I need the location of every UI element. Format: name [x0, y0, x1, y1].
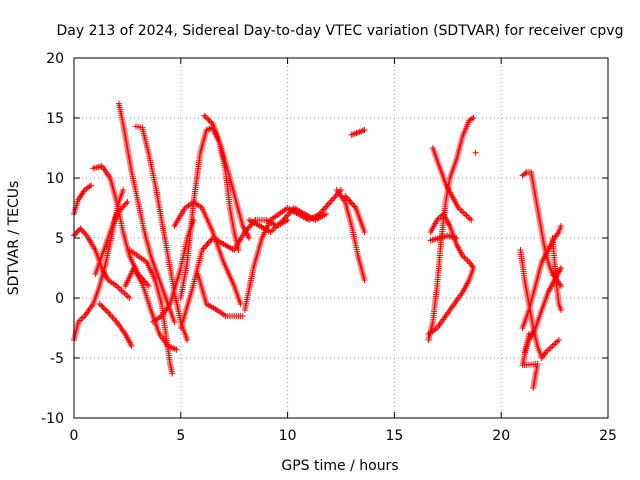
data-point: [96, 301, 103, 307]
data-point: [327, 199, 334, 205]
data-point: [126, 295, 133, 301]
data-point: [321, 205, 328, 211]
data-point: [128, 343, 135, 349]
y-tick-label: 0: [55, 291, 64, 307]
y-tick-label: 20: [46, 51, 64, 67]
data-point: [208, 119, 215, 126]
data-points: [71, 100, 565, 391]
data-point: [555, 337, 562, 343]
data-point: [144, 281, 151, 288]
chart-title: Day 213 of 2024, Sidereal Day-to-day VTE…: [57, 23, 624, 39]
y-tick-label: -10: [41, 411, 64, 427]
data-point: [361, 127, 368, 133]
plot-frame: [73, 57, 609, 419]
data-point: [468, 217, 475, 223]
gridlines: [74, 58, 608, 418]
data-point: [470, 265, 477, 271]
data-point: [246, 235, 253, 241]
data-point: [79, 228, 86, 235]
y-tick-label: 5: [55, 231, 64, 247]
data-point: [72, 231, 79, 238]
x-tick-label: 5: [176, 428, 185, 444]
data-point: [453, 235, 460, 241]
data-point: [103, 308, 110, 314]
data-point: [82, 231, 89, 238]
data-point: [558, 265, 565, 271]
data-point: [469, 115, 476, 122]
data-point: [522, 170, 529, 177]
x-axis-label: GPS time / hours: [281, 458, 398, 474]
data-point: [205, 239, 212, 246]
x-tick-label: 10: [279, 428, 297, 444]
data-point: [558, 223, 565, 229]
data-point: [201, 112, 208, 119]
data-point: [77, 225, 84, 232]
y-tick-label: 15: [46, 111, 64, 127]
x-tick-label: 25: [599, 428, 617, 444]
data-point: [350, 202, 357, 208]
data-point: [328, 197, 335, 204]
data-point: [173, 346, 180, 353]
data-point: [239, 313, 246, 319]
data-point: [120, 187, 127, 193]
data-point: [361, 229, 368, 235]
y-tick-label: -5: [50, 351, 64, 367]
data-point: [284, 212, 291, 219]
data-point: [525, 331, 532, 337]
data-point: [121, 202, 128, 208]
data-point: [145, 283, 152, 289]
data-point: [470, 115, 477, 121]
data-point: [202, 114, 209, 120]
data-point: [74, 228, 81, 235]
data-point: [237, 301, 244, 307]
data-point: [204, 241, 211, 247]
data-point: [206, 118, 213, 125]
data-point: [205, 116, 212, 123]
data-point: [323, 203, 330, 210]
data-point: [201, 244, 208, 250]
x-tick-labels: 0 5 10 15 20 25: [70, 428, 617, 444]
x-tick-label: 15: [385, 428, 403, 444]
data-point: [102, 306, 109, 313]
data-point: [78, 226, 85, 233]
data-point: [204, 115, 211, 122]
data-point: [325, 200, 332, 207]
data-point: [184, 337, 191, 343]
data-point: [98, 302, 105, 309]
data-point: [169, 370, 176, 377]
data-point: [324, 202, 331, 208]
data-point: [100, 305, 107, 312]
data-point: [329, 196, 336, 202]
data-point: [323, 211, 330, 217]
data-point: [99, 303, 106, 310]
data-point: [348, 200, 355, 207]
y-axis-label: SDTVAR / TECUs: [6, 181, 22, 296]
data-point: [81, 229, 88, 236]
data-point: [124, 199, 131, 205]
x-tick-label: 20: [492, 428, 510, 444]
data-point: [472, 149, 479, 156]
data-point: [123, 200, 130, 207]
y-tick-label: 10: [46, 171, 64, 187]
data-point: [88, 182, 95, 189]
data-point: [361, 277, 368, 283]
data-point: [203, 242, 210, 249]
data-point: [331, 194, 338, 201]
data-point: [171, 319, 178, 325]
data-point: [558, 307, 565, 313]
y-tick-labels: -10 -5 0 5 10 15 20: [41, 51, 64, 427]
data-point: [346, 197, 353, 204]
data-point: [73, 229, 80, 236]
x-tick-label: 0: [70, 428, 79, 444]
